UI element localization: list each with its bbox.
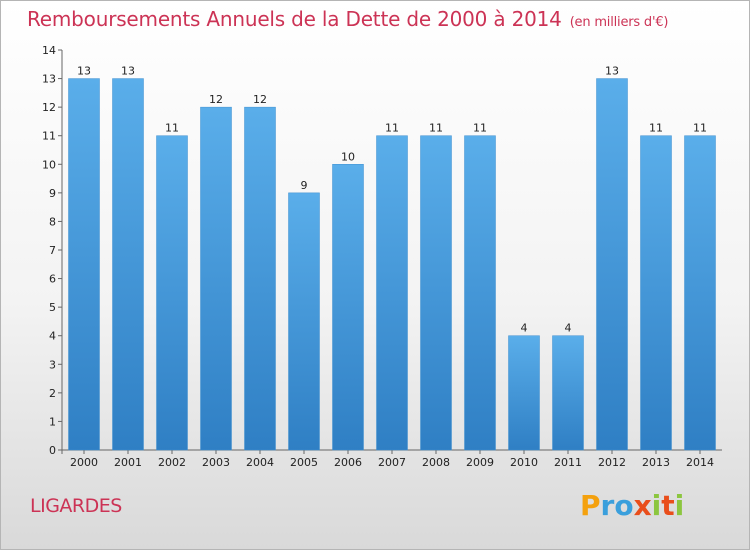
bar-2013 (640, 135, 672, 451)
bar-2002 (156, 135, 188, 451)
data-label-2009: 11 (473, 122, 487, 135)
x-tick-label: 2011 (554, 456, 582, 469)
y-tick-label: 4 (49, 330, 56, 343)
bars (68, 78, 716, 451)
bar-2003 (200, 106, 232, 451)
logo-letter: x (633, 489, 652, 522)
x-tick-label: 2007 (378, 456, 406, 469)
bar-2012 (596, 78, 628, 451)
y-tick-label: 2 (49, 387, 56, 400)
y-tick-label: 10 (42, 158, 56, 171)
y-tick-label: 12 (42, 101, 56, 114)
x-tick-label: 2010 (510, 456, 538, 469)
x-tick-label: 2000 (70, 456, 98, 469)
bar-2011 (552, 335, 584, 451)
data-label-2008: 11 (429, 122, 443, 135)
logo-letter: t (661, 489, 675, 522)
y-tick-label: 0 (49, 444, 56, 457)
data-label-2011: 4 (565, 322, 572, 335)
y-tick-label: 6 (49, 273, 56, 286)
bar-2010 (508, 335, 540, 451)
bar-2001 (112, 78, 144, 451)
data-label-2005: 9 (301, 179, 308, 192)
proxiti-logo: Proxiti (580, 489, 684, 522)
data-label-2014: 11 (693, 122, 707, 135)
y-tick-label: 14 (42, 44, 56, 57)
bar-2004 (244, 106, 276, 451)
x-tick-label: 2005 (290, 456, 318, 469)
logo-letter: r (600, 489, 615, 522)
x-tick-label: 2009 (466, 456, 494, 469)
bar-2009 (464, 135, 496, 451)
bar-2005 (288, 192, 320, 451)
data-label-2007: 11 (385, 122, 399, 135)
data-label-2002: 11 (165, 122, 179, 135)
y-tick-label: 11 (42, 130, 56, 143)
chart-title: Remboursements Annuels de la Dette de 20… (27, 7, 668, 31)
data-label-2010: 4 (521, 322, 528, 335)
y-tick-label: 8 (49, 215, 56, 228)
title-text: Remboursements Annuels de la Dette de 20… (27, 7, 562, 31)
data-label-2006: 10 (341, 150, 355, 163)
x-tick-label: 2001 (114, 456, 142, 469)
y-tick-label: 5 (49, 301, 56, 314)
y-tick-label: 1 (49, 415, 56, 428)
data-label-2012: 13 (605, 65, 619, 78)
bar-2007 (376, 135, 408, 451)
y-tick-label: 13 (42, 73, 56, 86)
x-tick-label: 2014 (686, 456, 714, 469)
labels: 2000 13 2001 13 2002 11 2003 12 2004 12 2005 9 2006 1… (70, 65, 714, 469)
x-tick-label: 2004 (246, 456, 274, 469)
commune-name: LIGARDES (30, 495, 122, 517)
data-label-2003: 12 (209, 93, 223, 106)
x-tick-label: 2008 (422, 456, 450, 469)
logo-letter: o (614, 489, 634, 522)
bar-2008 (420, 135, 452, 451)
y-tick-label: 9 (49, 187, 56, 200)
y-tick-label: 7 (49, 244, 56, 257)
logo-letter: P (580, 489, 601, 522)
data-label-2000: 13 (77, 65, 91, 78)
data-label-2001: 13 (121, 65, 135, 78)
x-tick-label: 2003 (202, 456, 230, 469)
title-unit: (en milliers d'€) (569, 15, 669, 30)
x-tick-label: 2006 (334, 456, 362, 469)
x-tick-label: 2013 (642, 456, 670, 469)
x-tick-label: 2012 (598, 456, 626, 469)
data-label-2004: 12 (253, 93, 267, 106)
bar-2000 (68, 78, 100, 451)
bar-2014 (684, 135, 716, 451)
logo-letter: i (651, 489, 662, 522)
bar-2006 (332, 164, 364, 451)
data-label-2013: 11 (649, 122, 663, 135)
x-tick-label: 2002 (158, 456, 186, 469)
y-tick-label: 3 (49, 358, 56, 371)
logo-letter: i (674, 489, 685, 522)
